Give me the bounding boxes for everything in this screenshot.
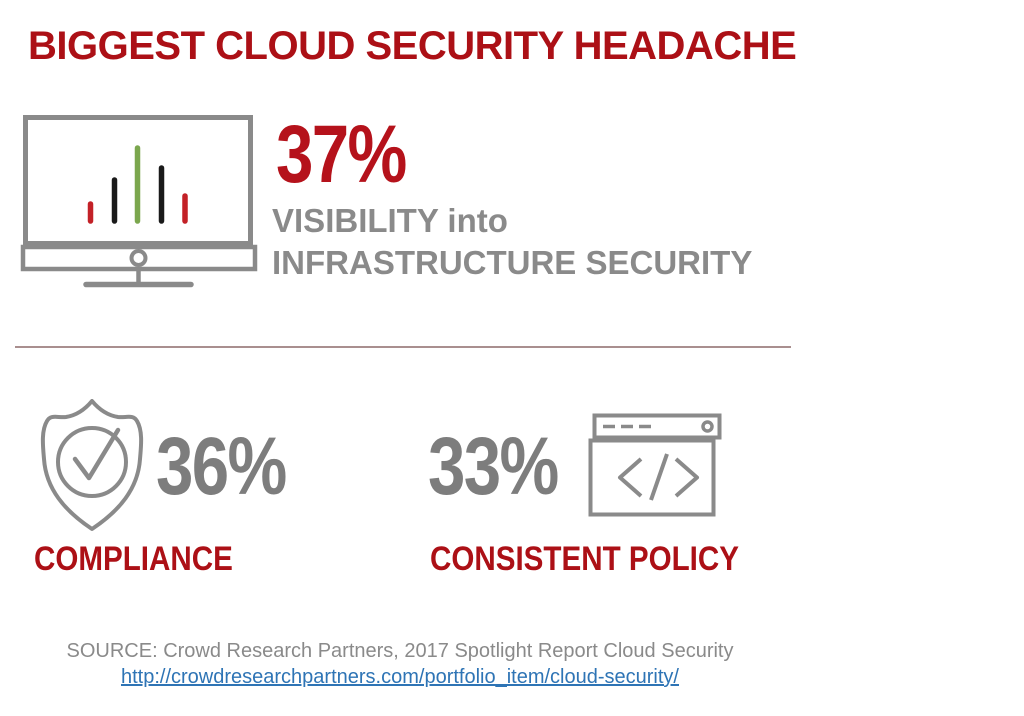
stat-value-policy: 33% [428, 421, 559, 512]
source-link[interactable]: http://crowdresearchpartners.com/portfol… [120, 666, 679, 688]
source-block: SOURCE: Crowd Research Partners, 2017 Sp… [0, 638, 800, 690]
code-window-icon [588, 413, 722, 517]
page-title: BIGGEST CLOUD SECURITY HEADACHE [28, 24, 797, 68]
stat-label-visibility: VISIBILITY into INFRASTRUCTURE SECURITY [272, 200, 752, 284]
stat-label-visibility-line2: INFRASTRUCTURE SECURITY [272, 244, 753, 281]
stat-label-visibility-line1: VISIBILITY into [272, 202, 508, 239]
source-link-row: http://crowdresearchpartners.com/portfol… [0, 664, 800, 690]
source-text: SOURCE: Crowd Research Partners, 2017 Sp… [66, 640, 734, 662]
section-divider [15, 346, 791, 348]
stat-label-policy: CONSISTENT POLICY [430, 540, 739, 578]
monitor-bar-chart-icon [20, 115, 258, 288]
shield-check-icon [40, 399, 144, 531]
stat-label-compliance: COMPLIANCE [34, 540, 233, 578]
stat-value-compliance: 36% [156, 421, 287, 512]
stat-value-visibility: 37% [276, 109, 407, 200]
